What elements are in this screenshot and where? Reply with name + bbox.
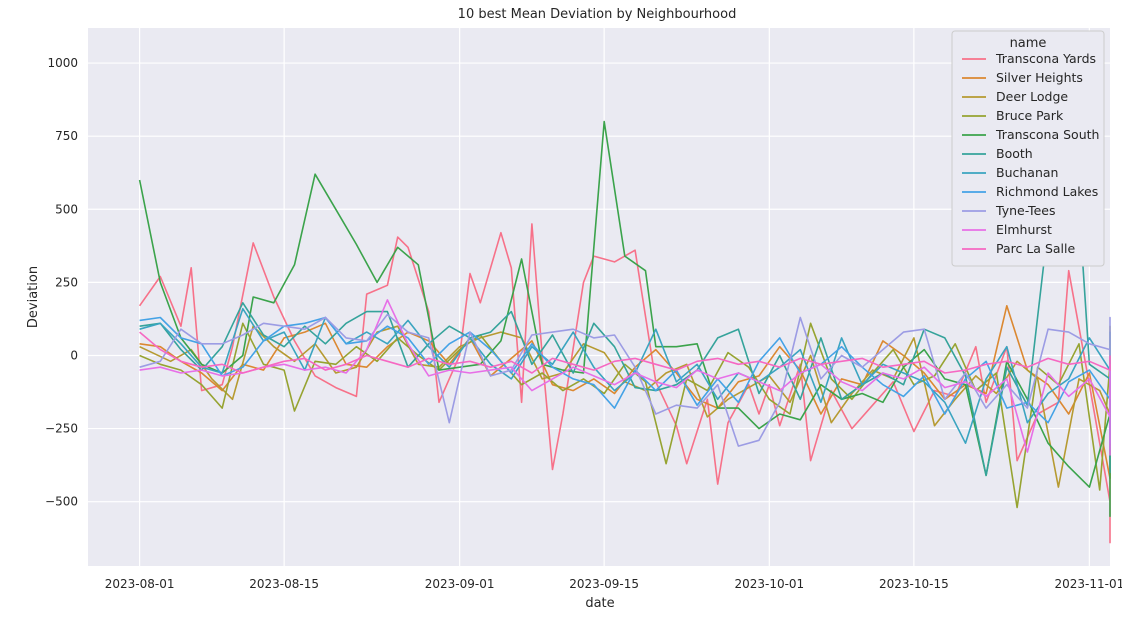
legend-label: Silver Heights [996,70,1083,85]
legend-items: Transcona Yards Silver Heights Deer Lodge B… [962,51,1099,256]
legend-label: Parc La Salle [996,241,1075,256]
y-tick-label: 1000 [47,56,78,70]
x-tick-label: 2023-08-15 [249,577,319,591]
y-tick-label: −500 [45,495,78,509]
series-line-tyne-tees [139,313,1111,447]
legend: name Transcona Yards Silver Heights Deer L… [951,30,1105,267]
x-tick-label: 2023-09-15 [569,577,639,591]
x-tick-label: 2023-10-01 [734,577,804,591]
y-axis-label: Deviation [26,266,41,328]
legend-label: Transcona Yards [995,51,1096,66]
grid [88,28,1110,566]
x-tick-label: 2023-08-01 [105,577,175,591]
x-axis-label: date [585,596,614,611]
x-tick-label: 2023-11-01 [1054,577,1122,591]
y-tick-label: 750 [55,129,78,143]
x-tick-label: 2023-09-01 [425,577,495,591]
y-tick-label: 500 [55,202,78,216]
chart-title: 10 best Mean Deviation by Neighbourhood [458,7,737,22]
series-group [138,47,1111,544]
y-axis-ticks: −500 −250 0 250 500 750 1000 [45,56,78,509]
legend-title: name [1010,36,1047,51]
legend-label: Richmond Lakes [996,184,1098,199]
y-tick-label: 250 [55,275,78,289]
legend-label: Transcona South [995,127,1099,142]
series-line-elmhurst [139,299,1111,456]
y-tick-label: 0 [70,348,78,362]
legend-label: Buchanan [996,165,1058,180]
legend-box [951,30,1105,267]
legend-label: Deer Lodge [996,89,1068,104]
y-tick-label: −250 [45,422,78,436]
legend-label: Booth [996,146,1033,161]
legend-label: Bruce Park [996,108,1064,123]
plot-area [88,28,1110,566]
legend-label: Elmhurst [996,222,1052,237]
legend-label: Tyne-Tees [995,203,1055,218]
x-tick-label: 2023-10-15 [879,577,949,591]
series-line-parc-la-salle [139,331,1111,374]
x-axis-ticks: 2023-08-01 2023-08-15 2023-09-01 2023-09-15… [105,577,1122,591]
